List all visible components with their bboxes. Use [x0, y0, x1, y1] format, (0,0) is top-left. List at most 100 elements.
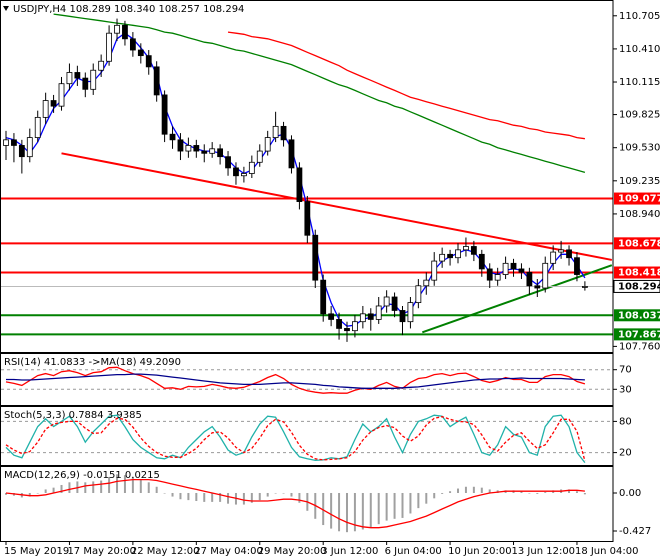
- trendline: [61, 152, 613, 261]
- candle-body: [3, 139, 9, 146]
- candle-body: [383, 296, 390, 307]
- last-price-label: 108.294: [618, 281, 660, 292]
- histogram-bar: [44, 489, 47, 493]
- level-label-box: [614, 192, 660, 205]
- candle-body: [510, 262, 517, 270]
- candle-body: [391, 296, 398, 311]
- candle-body: [217, 148, 224, 158]
- y-tick-label: 20: [619, 448, 632, 459]
- candle-body: [344, 328, 350, 332]
- histogram-bar: [417, 492, 420, 509]
- y-tick-label: 110.115: [619, 77, 660, 88]
- candle-body: [447, 253, 453, 259]
- y-tick-label: 107.760: [619, 341, 660, 352]
- histogram-bar: [480, 487, 483, 493]
- candle-body: [455, 249, 461, 259]
- histogram-bar: [449, 491, 452, 493]
- histogram-bar: [195, 492, 198, 502]
- candle-body: [566, 249, 572, 259]
- candle-body: [518, 268, 525, 273]
- histogram-bar: [84, 482, 87, 493]
- series-line: [53, 13, 586, 174]
- histogram-bar: [361, 492, 364, 530]
- histogram-bar: [187, 492, 190, 501]
- candle-body: [328, 313, 335, 320]
- histogram-bar: [353, 492, 356, 532]
- series-line: [5, 416, 586, 462]
- candle-body: [145, 55, 152, 68]
- level-label-box: [614, 237, 660, 250]
- candle-body: [415, 285, 422, 304]
- candle-body: [581, 286, 588, 288]
- y-tick-label: 80: [619, 416, 632, 427]
- histogram-bar: [274, 492, 277, 494]
- candle-body: [185, 145, 192, 152]
- candle-body: [169, 133, 176, 141]
- candle-body: [177, 139, 184, 152]
- histogram-bar: [393, 492, 396, 519]
- candle-body: [34, 116, 41, 138]
- candle-body: [11, 139, 17, 146]
- histogram-bar: [433, 492, 436, 499]
- candle-body: [50, 100, 57, 107]
- candle-body: [264, 137, 271, 152]
- candle-body: [137, 49, 144, 57]
- candle-body: [272, 125, 279, 138]
- histogram-bar: [298, 492, 301, 503]
- candle-body: [129, 38, 136, 51]
- histogram-bar: [100, 480, 103, 493]
- histogram-bar: [147, 482, 150, 493]
- candle-body: [359, 313, 366, 323]
- candle-body: [256, 150, 263, 163]
- candle-body: [407, 302, 414, 323]
- y-tick-label: 109.235: [619, 176, 660, 187]
- histogram-bar: [219, 492, 222, 502]
- histogram-bar: [36, 492, 39, 494]
- candle-body: [26, 137, 33, 158]
- candle-body: [74, 72, 81, 79]
- candle-body: [526, 271, 533, 287]
- candle-body: [352, 321, 358, 332]
- histogram-bar: [520, 491, 523, 493]
- histogram-bar: [171, 492, 174, 497]
- x-tick-label: 13 Jun 12:00: [512, 546, 576, 557]
- x-tick-label: 27 May 04:00: [194, 546, 263, 557]
- histogram-bar: [5, 492, 7, 495]
- level-label-box: [614, 328, 660, 341]
- panel-title: Stoch(5,3,3) 0.7884 3.9385: [4, 410, 142, 421]
- candle-body: [193, 145, 200, 152]
- candle-body: [98, 60, 105, 71]
- histogram-bar: [203, 492, 206, 502]
- y-tick-label: 109.825: [619, 110, 660, 121]
- symbol-icon: [3, 6, 9, 11]
- candle-body: [574, 257, 580, 275]
- level-label: 108.418: [618, 268, 660, 279]
- candle-body: [114, 24, 120, 34]
- histogram-bar: [369, 492, 372, 528]
- candle-body: [312, 234, 319, 281]
- candle-body: [431, 260, 438, 281]
- level-label: 108.678: [618, 238, 660, 249]
- candle-body: [375, 305, 382, 320]
- histogram-bar: [409, 492, 412, 514]
- candle-body: [122, 24, 128, 40]
- histogram-bar: [60, 484, 63, 493]
- histogram-bar: [116, 474, 119, 493]
- histogram-bar: [266, 492, 269, 497]
- level-label-box: [614, 309, 660, 322]
- histogram-bar: [68, 482, 71, 493]
- level-label: 107.867: [618, 329, 660, 340]
- panel-title: RSI(14) 41.0833 ->MA(18) 49.2090: [4, 357, 181, 368]
- histogram-bar: [568, 489, 571, 493]
- candle-body: [399, 310, 406, 323]
- candle-body: [225, 156, 231, 169]
- histogram-bar: [242, 492, 245, 505]
- candle-body: [296, 167, 303, 202]
- candle-body: [486, 268, 493, 281]
- candle-body: [161, 94, 168, 135]
- x-tick-label: 29 May 20:00: [258, 546, 327, 557]
- y-tick-label: 110.410: [619, 44, 660, 55]
- histogram-bar: [377, 492, 380, 525]
- x-tick-label: 6 Jun 04:00: [385, 546, 442, 557]
